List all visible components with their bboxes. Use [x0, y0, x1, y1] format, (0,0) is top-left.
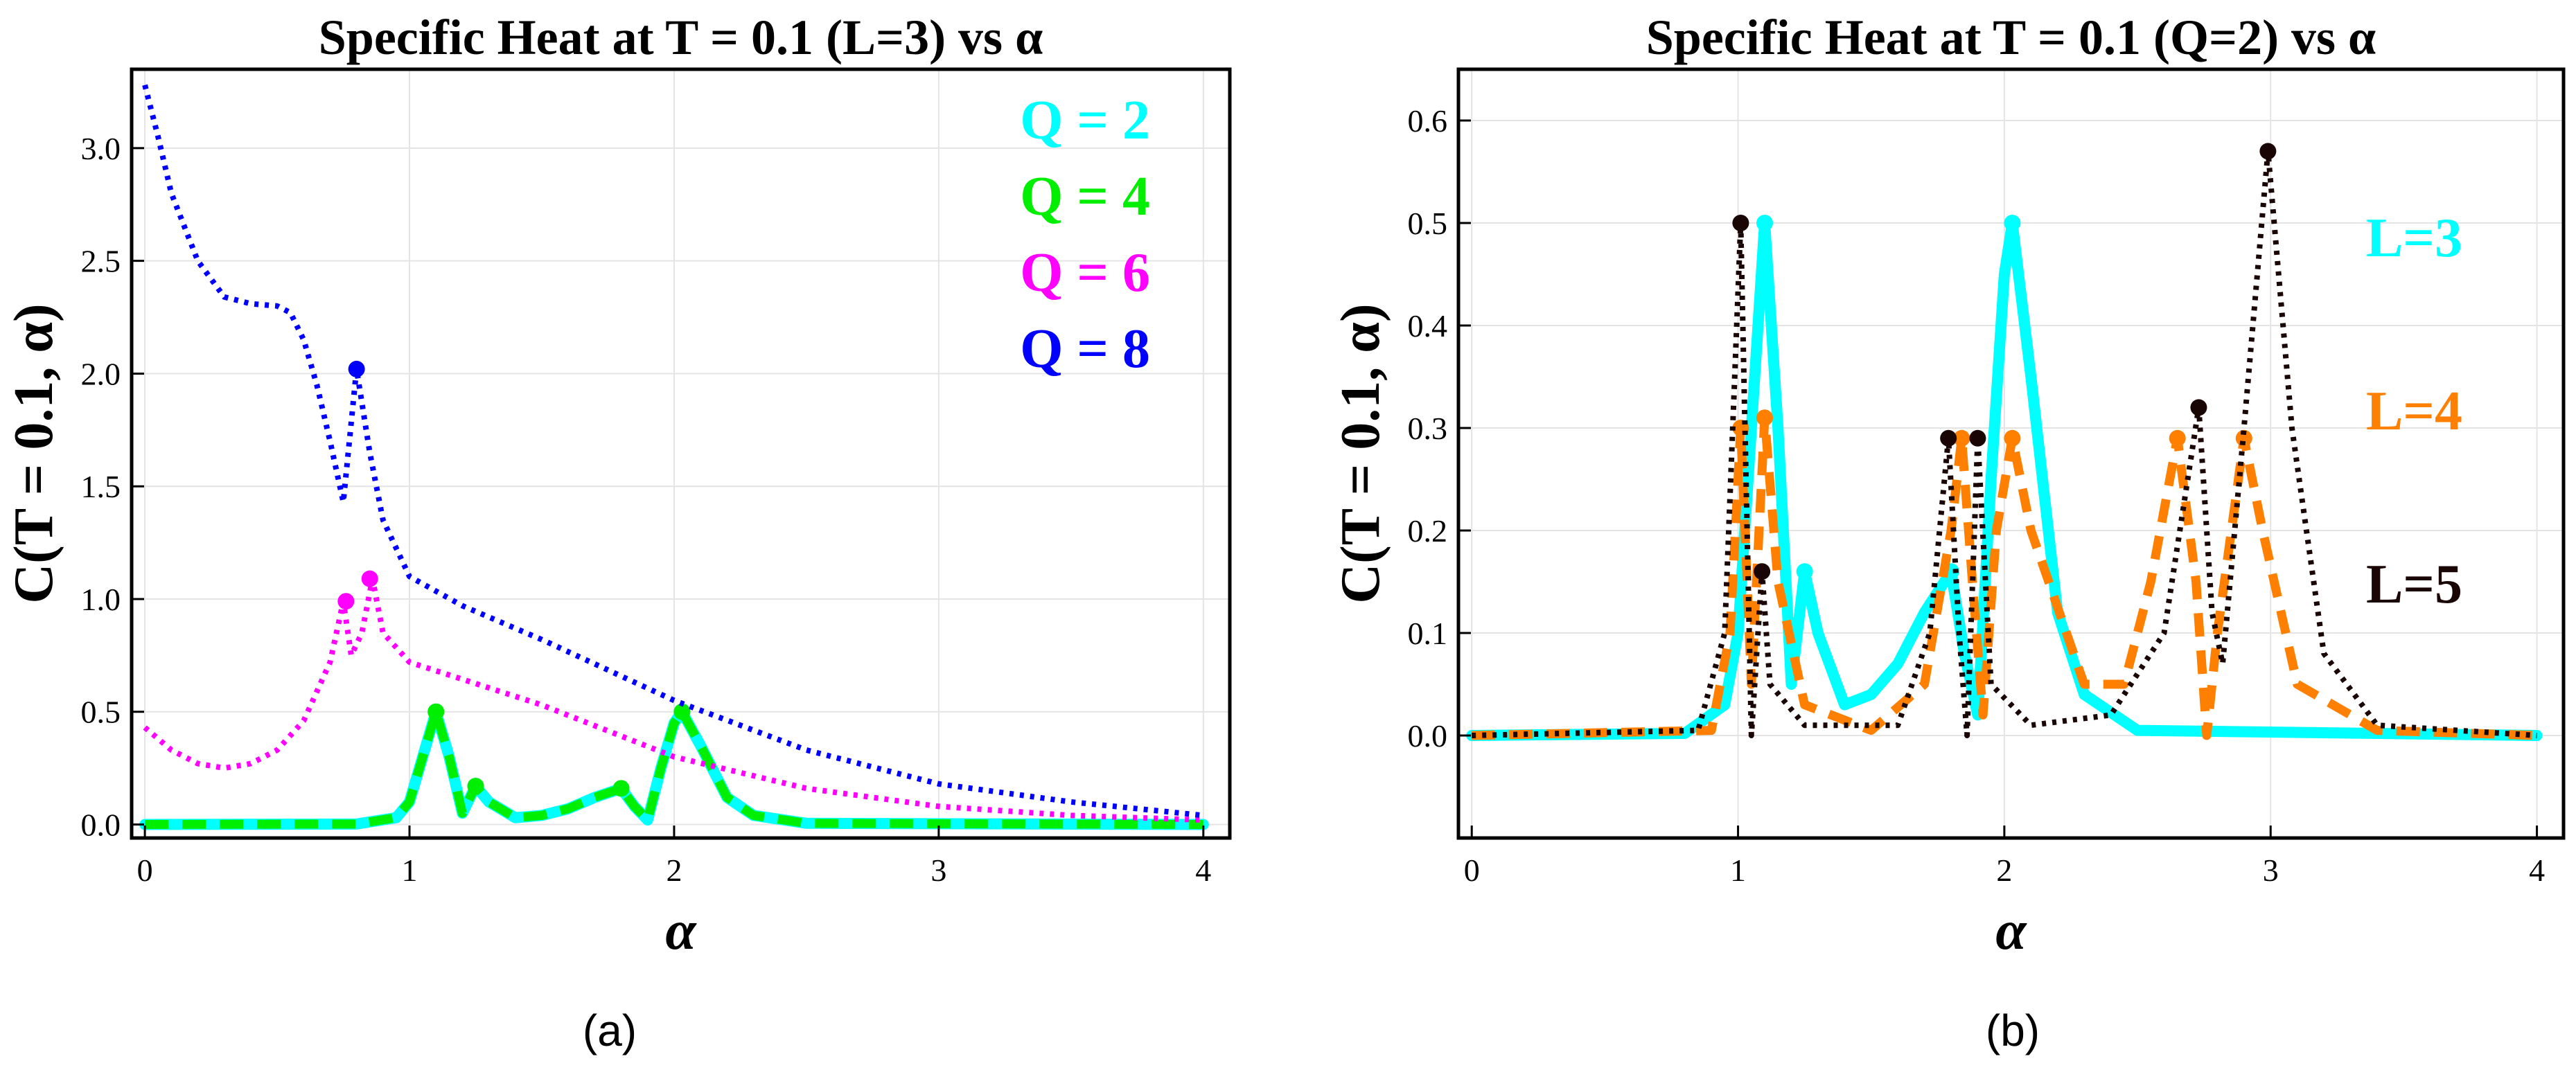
y-tick-label: 0.0: [1408, 718, 1448, 754]
x-axis-label: α: [665, 900, 697, 961]
peak-marker: [1754, 563, 1771, 580]
peak-marker: [1940, 429, 1957, 447]
peak-marker: [2235, 429, 2252, 447]
y-tick-label: 0.4: [1408, 308, 1448, 344]
peak-marker: [673, 703, 691, 720]
series-line-q4: [145, 707, 1203, 829]
y-tick-label: 1.5: [81, 469, 121, 504]
y-tick-label: 0.0: [81, 807, 121, 842]
chart-panel-b: 0 1 2 3 4 0.0 0.1 0.2 0.3 0.4 0.5 0.6 Specific Heat …: [1330, 10, 2566, 1055]
peak-marker: [427, 703, 445, 720]
y-tick-label: 2.0: [81, 356, 121, 391]
x-tick-label: 3: [930, 853, 946, 888]
peak-marker: [1732, 215, 1749, 231]
peak-marker: [2190, 399, 2207, 416]
legend-entry: L=3: [2366, 208, 2462, 269]
plot-frame: [1456, 67, 2566, 840]
chart-title: Specific Heat at T = 0.1 (Q=2) vs α: [1646, 10, 2376, 65]
legend-entry: L=4: [2366, 381, 2462, 442]
y-tick-label: 0.5: [1408, 206, 1448, 241]
x-tick-label: 1: [1730, 853, 1746, 888]
y-tick-label: 0.2: [1408, 513, 1448, 549]
peak-marker: [1756, 409, 1773, 427]
series-line-l3: [1466, 217, 2543, 741]
y-tick-label: 1.0: [81, 582, 121, 617]
panel-caption: (b): [1986, 1006, 2040, 1055]
legend-entry: Q = 4: [1020, 166, 1150, 227]
x-tick-label: 2: [666, 853, 682, 888]
y-tick-label: 0.6: [1408, 103, 1448, 139]
series-line-l4: [1472, 413, 2537, 740]
x-tick-label: 1: [402, 853, 418, 888]
y-tick-label: 0.3: [1408, 411, 1448, 446]
y-axis-label: C(T = 0.1, α): [3, 303, 64, 603]
x-tick-label: 4: [1195, 853, 1211, 888]
y-tick-label: 0.5: [81, 695, 121, 730]
x-tick-label: 4: [2529, 853, 2545, 888]
peak-marker: [361, 570, 378, 587]
peak-marker: [2259, 143, 2277, 160]
x-tick-label: 3: [2263, 853, 2279, 888]
legend-entry: L=5: [2366, 554, 2462, 615]
peak-marker: [1756, 215, 1773, 231]
peak-marker: [1796, 563, 1813, 580]
y-tick-label: 3.0: [81, 131, 121, 166]
peak-marker: [1969, 429, 1986, 447]
peak-marker: [348, 360, 365, 377]
panel-caption: (a): [583, 1006, 637, 1055]
chart-title: Specific Heat at T = 0.1 (L=3) vs α: [319, 10, 1043, 65]
peak-marker: [2004, 215, 2021, 231]
x-tick-label: 0: [1464, 853, 1480, 888]
y-tick-label: 0.1: [1408, 616, 1448, 651]
legend-entry: Q = 6: [1020, 242, 1150, 303]
x-tick-label: 2: [1996, 853, 2012, 888]
x-axis-label: α: [1995, 900, 2027, 961]
peak-marker: [2004, 429, 2021, 447]
chart-panel-a: 0 1 2 3 4 0.0 0.5 1.0 1.5 2.0 2.5 3.0 Specific Heat …: [3, 10, 1232, 1055]
x-tick-label: 0: [137, 853, 153, 888]
peak-marker: [337, 593, 355, 610]
peak-marker: [1953, 429, 1970, 447]
y-axis-label: C(T = 0.1, α): [1330, 303, 1391, 603]
peak-marker: [467, 778, 484, 795]
series-line-q6: [143, 576, 1203, 823]
y-tick-label: 2.5: [81, 244, 121, 279]
peak-marker: [2169, 429, 2186, 447]
legend-entry: Q = 8: [1020, 319, 1150, 380]
legend-entry: Q = 2: [1020, 90, 1150, 151]
peak-marker: [612, 780, 630, 797]
plot-frame: [130, 67, 1232, 840]
